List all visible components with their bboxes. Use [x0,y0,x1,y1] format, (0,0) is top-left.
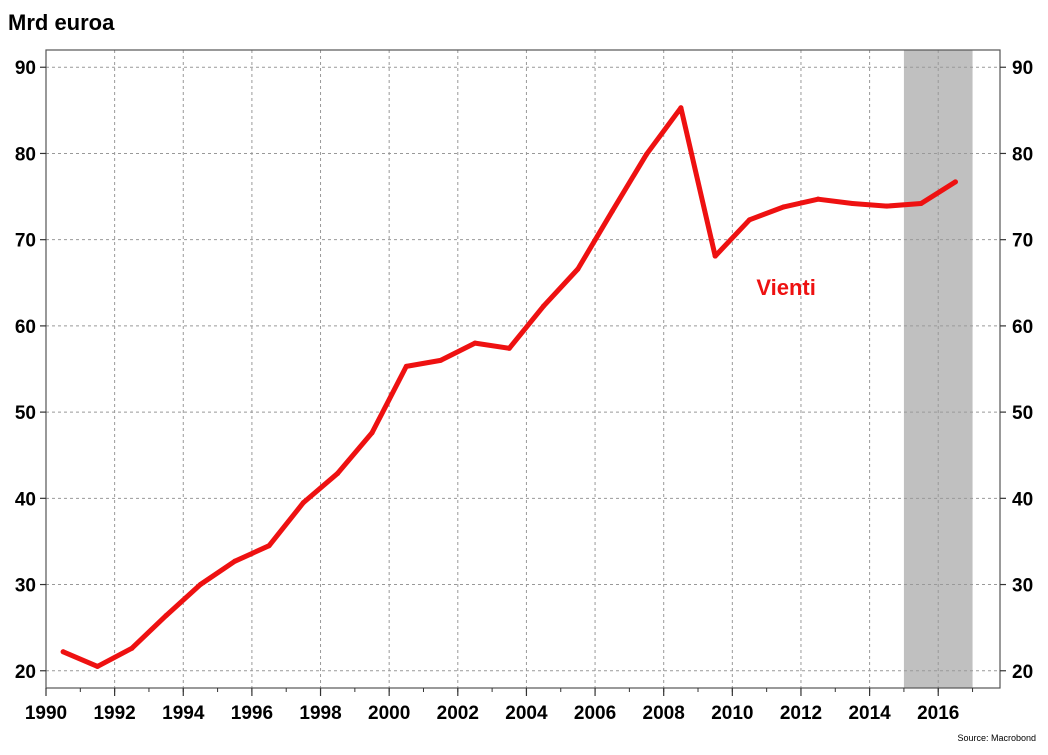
x-tick-label: 1998 [299,703,341,724]
x-tick-label: 2010 [711,703,753,724]
y-tick-label-left: 30 [15,576,36,597]
x-tick-label: 1990 [25,703,67,724]
data-point [712,253,718,259]
data-point [129,645,135,651]
data-point [266,543,272,549]
y-tick-label-right: 80 [1012,144,1033,165]
data-point [60,649,66,655]
series-label-vienti: Vienti [756,275,816,300]
data-point [94,663,100,669]
data-point [575,266,581,272]
data-point [884,203,890,209]
y-tick-label-right: 50 [1012,403,1033,424]
data-point [746,217,752,223]
data-point [369,430,375,436]
x-tick-label: 2004 [505,703,548,724]
x-tick-label: 1994 [162,703,205,724]
data-point [609,208,615,214]
data-point [849,200,855,206]
x-tick-label: 2008 [643,703,685,724]
y-tick-label-left: 40 [15,489,36,510]
x-tick-label: 2002 [437,703,479,724]
y-tick-label-right: 30 [1012,576,1033,597]
y-tick-label-right: 90 [1012,58,1033,79]
data-point [300,500,306,506]
data-point [335,470,341,476]
data-point [438,357,444,363]
y-tick-label-right: 60 [1012,317,1033,338]
x-tick-label: 2014 [848,703,891,724]
y-tick-label-right: 70 [1012,231,1033,252]
source-note: Source: Macrobond [957,733,1036,743]
data-point [644,151,650,157]
y-tick-label-left: 80 [15,144,36,165]
data-point [472,340,478,346]
data-point [403,363,409,369]
data-point [232,558,238,564]
data-point [918,200,924,206]
plot-frame [45,49,1001,689]
y-tick-label-right: 40 [1012,489,1033,510]
data-point [815,196,821,202]
x-tick-label: 2006 [574,703,616,724]
data-point [163,613,169,619]
data-point [541,303,547,309]
x-tick-label: 1996 [231,703,273,724]
y-tick-label-left: 20 [15,662,36,683]
data-point [678,105,684,111]
data-point [952,179,958,185]
y-tick-label-left: 60 [15,317,36,338]
series-line-vienti [60,105,958,669]
y-tick-label-left: 90 [15,58,36,79]
data-point [781,204,787,210]
y-tick-label-left: 50 [15,403,36,424]
x-tick-label: 2000 [368,703,410,724]
data-point [506,345,512,351]
x-tick-label: 1992 [93,703,135,724]
x-tick-label: 2012 [780,703,822,724]
data-point [197,582,203,588]
y-axis-unit-label: Mrd euroa [8,10,115,35]
y-tick-label-right: 20 [1012,662,1033,683]
x-tick-label: 2016 [917,703,959,724]
y-tick-label-left: 70 [15,231,36,252]
